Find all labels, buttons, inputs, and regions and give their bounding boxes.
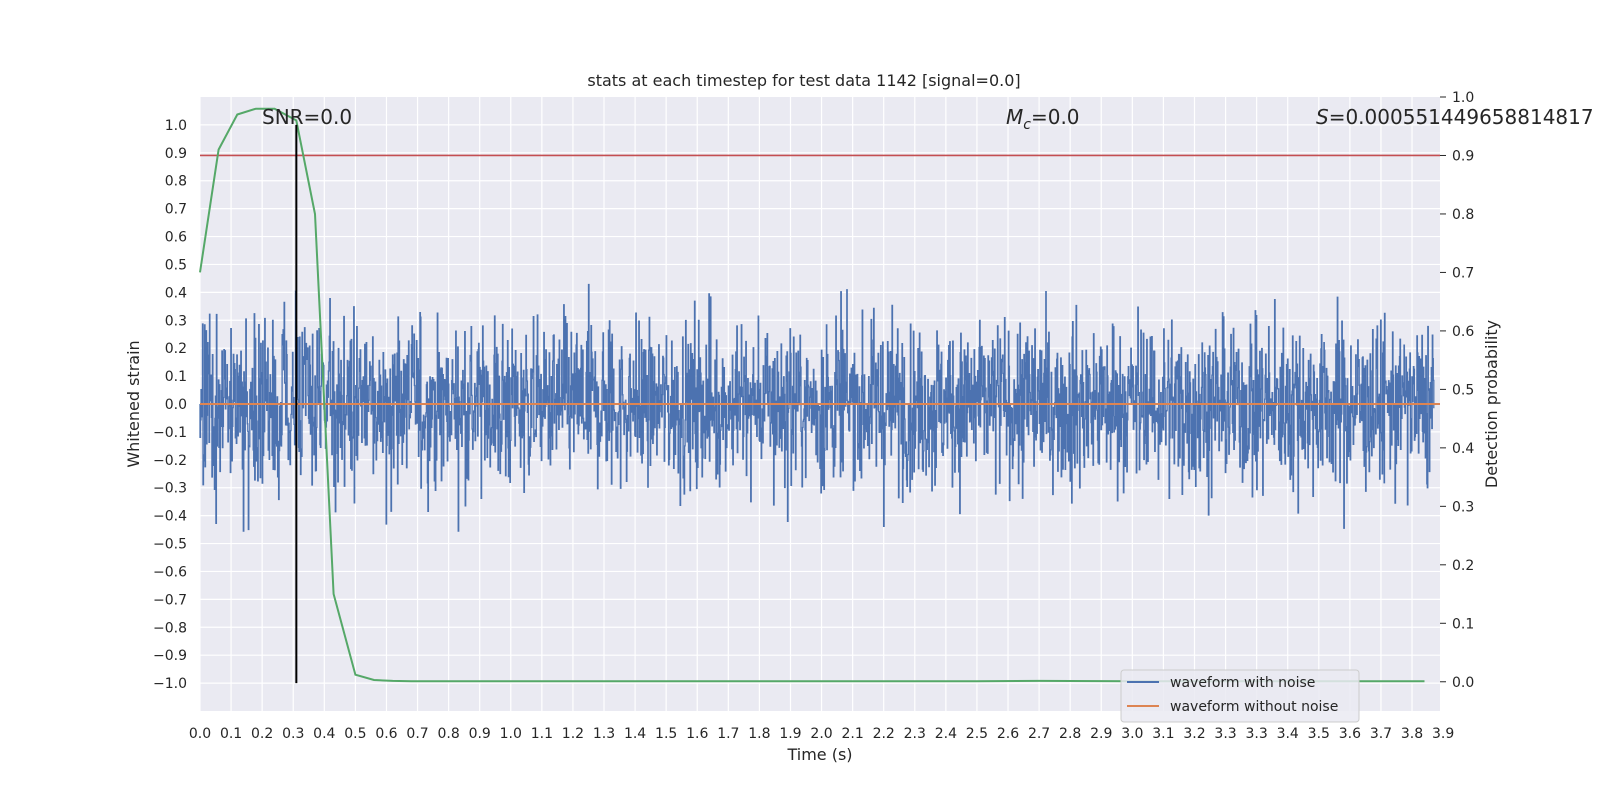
x-tick-label: 2.1 [841, 726, 863, 742]
x-tick-label: 3.3 [1214, 726, 1236, 742]
s-value: =0.000551449658814817 [1329, 105, 1594, 129]
right-tick-label: 0.8 [1452, 207, 1474, 223]
right-tick-label: 0.9 [1452, 148, 1474, 164]
snr-annotation: SNR=0.0 [262, 105, 352, 129]
x-tick-label: 3.8 [1401, 726, 1423, 742]
y-tick-label: 1.0 [165, 118, 187, 134]
x-tick-label: 0.8 [437, 726, 459, 742]
noisy-waveform-series [199, 283, 1435, 532]
y-tick-label: 0.0 [165, 397, 187, 413]
x-tick-label: 3.1 [1152, 726, 1174, 742]
y-tick-label: 0.6 [165, 230, 187, 246]
x-tick-label: 2.9 [1090, 726, 1112, 742]
right-tick-label: 0.6 [1452, 324, 1474, 340]
y-tick-label: 0.1 [165, 369, 187, 385]
right-tick-label: 0.4 [1452, 441, 1474, 457]
x-tick-label: 3.3 [1246, 726, 1268, 742]
y-tick-label: 0.9 [165, 146, 187, 162]
x-tick-label: 0.4 [313, 726, 335, 742]
x-tick-label: 2.2 [873, 726, 895, 742]
y-tick-label: −0.7 [153, 592, 187, 608]
x-tick-label: 0.7 [406, 726, 428, 742]
legend-label-noise: waveform with noise [1170, 675, 1315, 691]
right-axis-label: Detection probability [1482, 320, 1501, 488]
y-tick-label: 0.7 [165, 202, 187, 218]
chirp-mass-value: =0.0 [1031, 105, 1080, 129]
y-tick-label: −0.5 [153, 537, 187, 553]
chart-title: stats at each timestep for test data 114… [587, 71, 1020, 90]
right-tick-label: 0.7 [1452, 265, 1474, 281]
x-tick-label: 1.4 [624, 726, 646, 742]
y-tick-label: 0.5 [165, 257, 187, 273]
x-tick-label: 1.6 [686, 726, 708, 742]
x-tick-label: 1.3 [593, 726, 615, 742]
x-tick-label: 1.8 [748, 726, 770, 742]
y-tick-label: 0.3 [165, 313, 187, 329]
x-tick-label: 3.4 [1277, 726, 1299, 742]
right-tick-label: 0.3 [1452, 499, 1474, 515]
x-tick-label: 3.7 [1370, 726, 1392, 742]
y-axis-label: Whitened strain [124, 340, 143, 467]
y-tick-label: 0.2 [165, 341, 187, 357]
y-tick-label: −0.6 [153, 564, 187, 580]
x-tick-label: 1.7 [717, 726, 739, 742]
x-tick-label: 2.4 [935, 726, 957, 742]
detection-probability-line [199, 107, 1425, 683]
legend-label-clean: waveform without noise [1170, 699, 1338, 715]
right-tick-label: 1.0 [1452, 90, 1474, 106]
x-tick-label: 0.3 [282, 726, 304, 742]
s-symbol: S [1316, 105, 1329, 129]
y-tick-label: −0.3 [153, 481, 187, 497]
x-tick-label: 2.6 [997, 726, 1019, 742]
right-tick-label: 0.2 [1452, 558, 1474, 574]
x-tick-label: 1.0 [500, 726, 522, 742]
x-tick-label: 0.2 [251, 726, 273, 742]
y-tick-label: −1.0 [153, 676, 187, 692]
right-axis-ticks: 1.0 0.9 0.8 0.7 0.6 0.5 0.4 0.3 0.2 0.1 0.0 [1440, 90, 1474, 691]
y-tick-label: 0.8 [165, 174, 187, 190]
x-tick-label: 2.5 [966, 726, 988, 742]
chirp-mass-subscript: c [1023, 117, 1031, 133]
x-tick-label: 3.0 [1121, 726, 1143, 742]
x-tick-label: 0.5 [344, 726, 366, 742]
x-tick-label: 1.9 [779, 726, 801, 742]
x-axis-label: Time (s) [786, 745, 852, 764]
chirp-mass-symbol: M [1006, 105, 1023, 129]
y-axis-ticks: 1.0 0.9 0.8 0.7 0.6 0.5 0.4 0.3 0.2 0.1 0.0 −0.1 −0.… [153, 118, 187, 692]
y-tick-label: −0.1 [153, 425, 187, 441]
x-tick-label: 1.2 [562, 726, 584, 742]
x-tick-label: 0.9 [469, 726, 491, 742]
y-tick-label: −0.2 [153, 453, 187, 469]
y-tick-label: −0.8 [153, 620, 187, 636]
right-tick-label: 0.5 [1452, 382, 1474, 398]
right-tick-label: 0.0 [1452, 675, 1474, 691]
x-tick-label: 1.5 [655, 726, 677, 742]
s-annotation: S=0.000551449658814817 [1316, 105, 1594, 129]
legend: waveform with noise waveform without noi… [1120, 669, 1360, 723]
y-tick-label: −0.9 [153, 648, 187, 664]
x-tick-label: 0.6 [375, 726, 397, 742]
x-tick-label: 0.1 [220, 726, 242, 742]
legend-box [1120, 669, 1360, 723]
x-tick-label: 2.0 [810, 726, 832, 742]
noisy-waveform-path [199, 283, 1435, 532]
x-tick-label: 0.0 [189, 726, 211, 742]
right-tick-label: 0.1 [1452, 616, 1474, 632]
x-tick-label: 2.8 [1059, 726, 1081, 742]
chirp-mass-annotation: Mc=0.0 [1006, 105, 1080, 133]
x-tick-label: 3.9 [1432, 726, 1454, 742]
x-tick-label: 3.6 [1339, 726, 1361, 742]
x-axis-ticks: 0.0 0.1 0.2 0.3 0.4 0.5 0.6 0.7 0.8 0.9 1.0 1.1 1.2 1… [189, 726, 1454, 742]
x-tick-label: 1.1 [531, 726, 553, 742]
x-tick-label: 3.5 [1308, 726, 1330, 742]
y-tick-label: −0.4 [153, 509, 187, 525]
y-tick-label: 0.4 [165, 285, 187, 301]
x-tick-label: 2.3 [904, 726, 926, 742]
x-tick-label: 2.7 [1028, 726, 1050, 742]
x-tick-label: 3.2 [1183, 726, 1205, 742]
